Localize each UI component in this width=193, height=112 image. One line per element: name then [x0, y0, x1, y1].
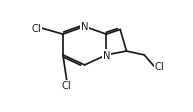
Text: Cl: Cl — [31, 24, 41, 34]
Text: Cl: Cl — [62, 81, 72, 90]
Text: N: N — [81, 22, 88, 32]
Text: Cl: Cl — [154, 62, 164, 72]
Text: N: N — [102, 51, 110, 60]
